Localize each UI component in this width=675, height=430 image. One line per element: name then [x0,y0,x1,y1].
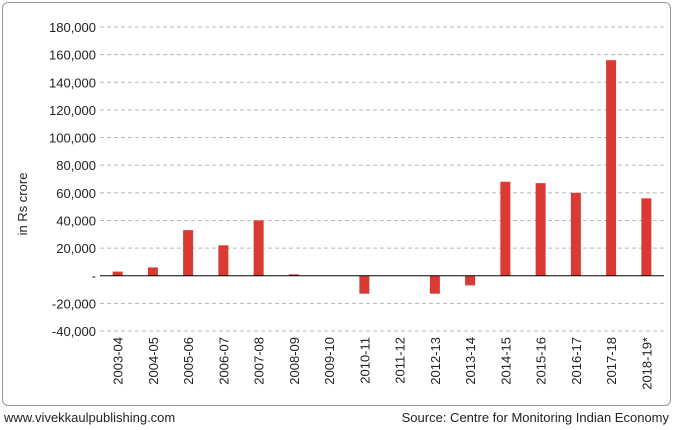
y-tick-label: 160,000 [49,48,96,63]
bar [535,183,546,276]
y-tick-label: 100,000 [49,131,96,146]
bar-chart: -40,000-20,000-20,00040,00060,00080,0001… [15,20,664,390]
x-tick-label: 2011-12 [393,337,408,384]
y-tick-label: -40,000 [52,324,96,339]
x-tick-label: 2005-06 [181,337,196,385]
bar [288,274,299,276]
chart-frame: -40,000 -20,000-20,000 40,000 60,000 80,000 1… [2,2,671,406]
y-axis-title: in Rs crore [15,173,30,236]
y-tick-label: -20,000 [52,296,96,311]
bars [112,60,652,294]
bar [112,271,123,276]
y-tick-label: - [92,269,96,284]
x-tick-label: 2008-09 [287,337,302,385]
bar [570,192,581,276]
x-tick-label: 2012-13 [428,337,443,385]
gridlines [100,26,664,332]
x-tick-label: 2017-18 [604,337,619,385]
y-tick-label: 80,000 [56,158,96,173]
x-tick-label: 2006-07 [216,337,231,385]
bar [641,198,652,276]
bar [253,220,264,276]
source-note: Source: Centre for Monitoring Indian Eco… [401,410,669,425]
y-tick-label: 20,000 [56,241,96,256]
x-tick-label: 2009-10 [322,337,337,385]
x-tick-label: 2010-11 [357,337,372,384]
y-tick-label: 180,000 [49,20,96,35]
x-tick-label: 2015-16 [534,337,549,385]
x-axis-labels: 2003-04 2004-05 2005-06 2006-07 2007-08 2008-… [111,337,655,390]
bar [218,245,229,276]
x-tick-label: 2016-17 [569,337,584,385]
y-tick-label: 120,000 [49,103,96,118]
x-tick-label: 2004-05 [146,337,161,385]
website-link[interactable]: www.vivekkaulpublishing.com [4,410,176,425]
bar [359,275,370,294]
x-tick-label: 2014-15 [498,337,513,385]
x-tick-label: 2003-04 [111,337,126,385]
bar [147,267,158,276]
x-tick-label: 2013-14 [463,337,478,385]
bar [183,230,194,276]
x-tick-label: 2007-08 [252,337,267,385]
bar [500,181,511,276]
y-axis-ticks: -40,000-20,000-20,00040,00060,00080,0001… [49,20,96,339]
bar [606,60,617,276]
bar [429,275,440,294]
y-tick-label: 40,000 [56,213,96,228]
y-tick-label: 140,000 [49,75,96,90]
y-tick-label: 60,000 [56,186,96,201]
bar [465,275,476,286]
x-tick-label: 2018-19* [639,337,654,390]
